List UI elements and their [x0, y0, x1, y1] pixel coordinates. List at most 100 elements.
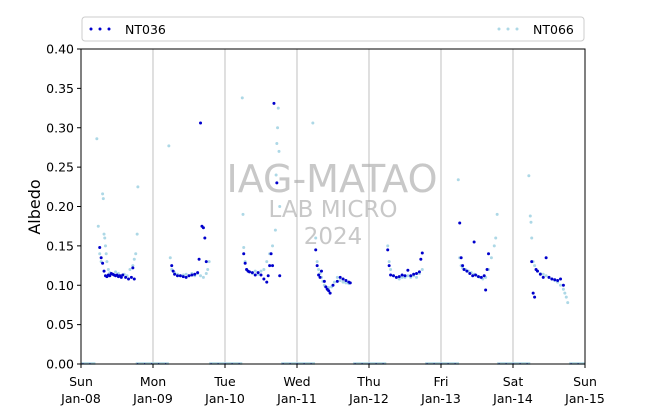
data-point-nt066 [167, 144, 171, 148]
data-point-nt036 [129, 275, 133, 279]
data-point-nt036 [259, 273, 263, 277]
data-point-nt036 [479, 275, 483, 279]
x-tick-day: Tue [213, 374, 236, 389]
data-point-nt066 [204, 271, 208, 275]
data-point-nt036 [559, 277, 563, 281]
data-point-nt036 [409, 274, 413, 278]
data-point-nt036 [319, 269, 323, 273]
y-axis-ticks: 0.00 0.05 0.10 0.15 0.20 0.25 0.30 0.35 0.40 [46, 42, 81, 372]
data-point-nt036 [461, 264, 465, 268]
data-point-nt036 [269, 252, 273, 256]
data-point-nt036 [415, 271, 419, 275]
x-tick-date: Jan-14 [492, 391, 533, 406]
data-point-nt066 [495, 212, 499, 216]
data-point-nt036 [476, 275, 480, 279]
data-point-nt036 [412, 272, 416, 276]
data-point-nt036 [389, 273, 393, 277]
data-point-nt036 [420, 251, 424, 255]
data-point-nt036 [468, 271, 472, 275]
data-point-nt066 [101, 192, 105, 196]
data-point-nt036 [272, 101, 276, 105]
data-point-nt066 [277, 149, 281, 153]
data-point-nt066 [135, 232, 139, 236]
data-point-nt066 [338, 279, 342, 283]
data-points [95, 96, 570, 305]
y-tick-label: 0.35 [46, 81, 74, 96]
x-tick-date: Jan-08 [60, 391, 101, 406]
x-tick-date: Jan-09 [132, 391, 173, 406]
data-point-nt066 [278, 205, 282, 208]
y-tick-label: 0.15 [46, 238, 74, 253]
data-point-nt066 [533, 264, 537, 268]
data-point-nt036 [338, 275, 342, 279]
data-point-nt036 [204, 260, 208, 264]
data-point-nt036 [187, 274, 191, 278]
y-axis-label: Albedo [25, 179, 44, 234]
data-point-nt066 [106, 268, 110, 271]
legend-entry-nt036: NT036 [89, 22, 166, 37]
data-point-nt066 [335, 275, 339, 279]
data-point-nt066 [131, 264, 135, 268]
legend-marker-nt036 [89, 27, 93, 31]
data-point-nt036 [406, 268, 410, 272]
data-point-nt066 [136, 185, 140, 189]
data-point-nt036 [341, 277, 345, 281]
data-point-nt036 [485, 268, 489, 271]
watermark-line-2: LAB MICRO [269, 197, 398, 223]
data-point-nt066 [96, 224, 100, 228]
data-point-nt066 [259, 269, 263, 273]
data-point-nt036 [199, 121, 203, 125]
data-point-nt036 [458, 221, 462, 225]
data-point-nt036 [561, 283, 565, 287]
data-point-nt036 [487, 252, 491, 256]
data-point-nt036 [484, 288, 488, 292]
data-point-nt036 [397, 275, 401, 279]
data-point-nt036 [170, 264, 174, 268]
data-point-nt066 [563, 291, 567, 295]
data-point-nt036 [181, 275, 185, 279]
data-point-nt036 [242, 252, 246, 256]
data-point-nt036 [462, 268, 466, 271]
data-point-nt066 [456, 178, 460, 182]
data-point-nt066 [541, 272, 545, 276]
watermark-line-3: 2024 [304, 224, 363, 250]
data-point-nt066 [400, 275, 404, 279]
data-point-nt036 [419, 257, 423, 261]
data-point-nt036 [482, 274, 486, 278]
legend: NT036 NT066 [81, 16, 585, 42]
data-point-nt036 [271, 264, 275, 268]
data-point-nt036 [266, 274, 270, 278]
data-point-nt036 [417, 270, 421, 274]
data-point-nt066 [492, 244, 496, 248]
data-point-nt036 [530, 260, 534, 264]
data-point-nt036 [197, 257, 201, 261]
data-point-nt036 [538, 272, 542, 276]
watermark: IAG-MATAO LAB MICRO 2024 [226, 157, 437, 250]
data-point-nt036 [531, 291, 535, 295]
data-point-nt066 [102, 232, 106, 236]
data-point-nt066 [206, 268, 210, 271]
data-point-nt066 [276, 106, 280, 110]
data-point-nt066 [315, 260, 319, 264]
data-point-nt066 [168, 256, 172, 260]
data-point-nt036 [268, 264, 272, 268]
data-point-nt036 [193, 272, 197, 276]
y-tick-label: 0.40 [46, 42, 74, 57]
data-point-nt066 [134, 252, 138, 256]
data-point-nt066 [397, 277, 401, 281]
legend-marker-nt066 [497, 27, 501, 31]
data-point-nt066 [253, 269, 257, 273]
data-point-nt036 [348, 281, 352, 285]
data-point-nt066 [275, 142, 279, 145]
data-point-nt066 [103, 244, 107, 248]
x-tick-day: Mon [140, 374, 166, 389]
data-point-nt036 [327, 289, 331, 293]
data-point-nt066 [241, 212, 245, 216]
data-point-nt036 [203, 236, 207, 240]
data-point-nt036 [121, 273, 125, 277]
data-point-nt036 [317, 273, 321, 277]
data-point-nt066 [564, 295, 568, 299]
data-point-nt066 [494, 236, 498, 240]
data-point-nt066 [276, 126, 280, 130]
data-point-nt066 [566, 301, 570, 305]
